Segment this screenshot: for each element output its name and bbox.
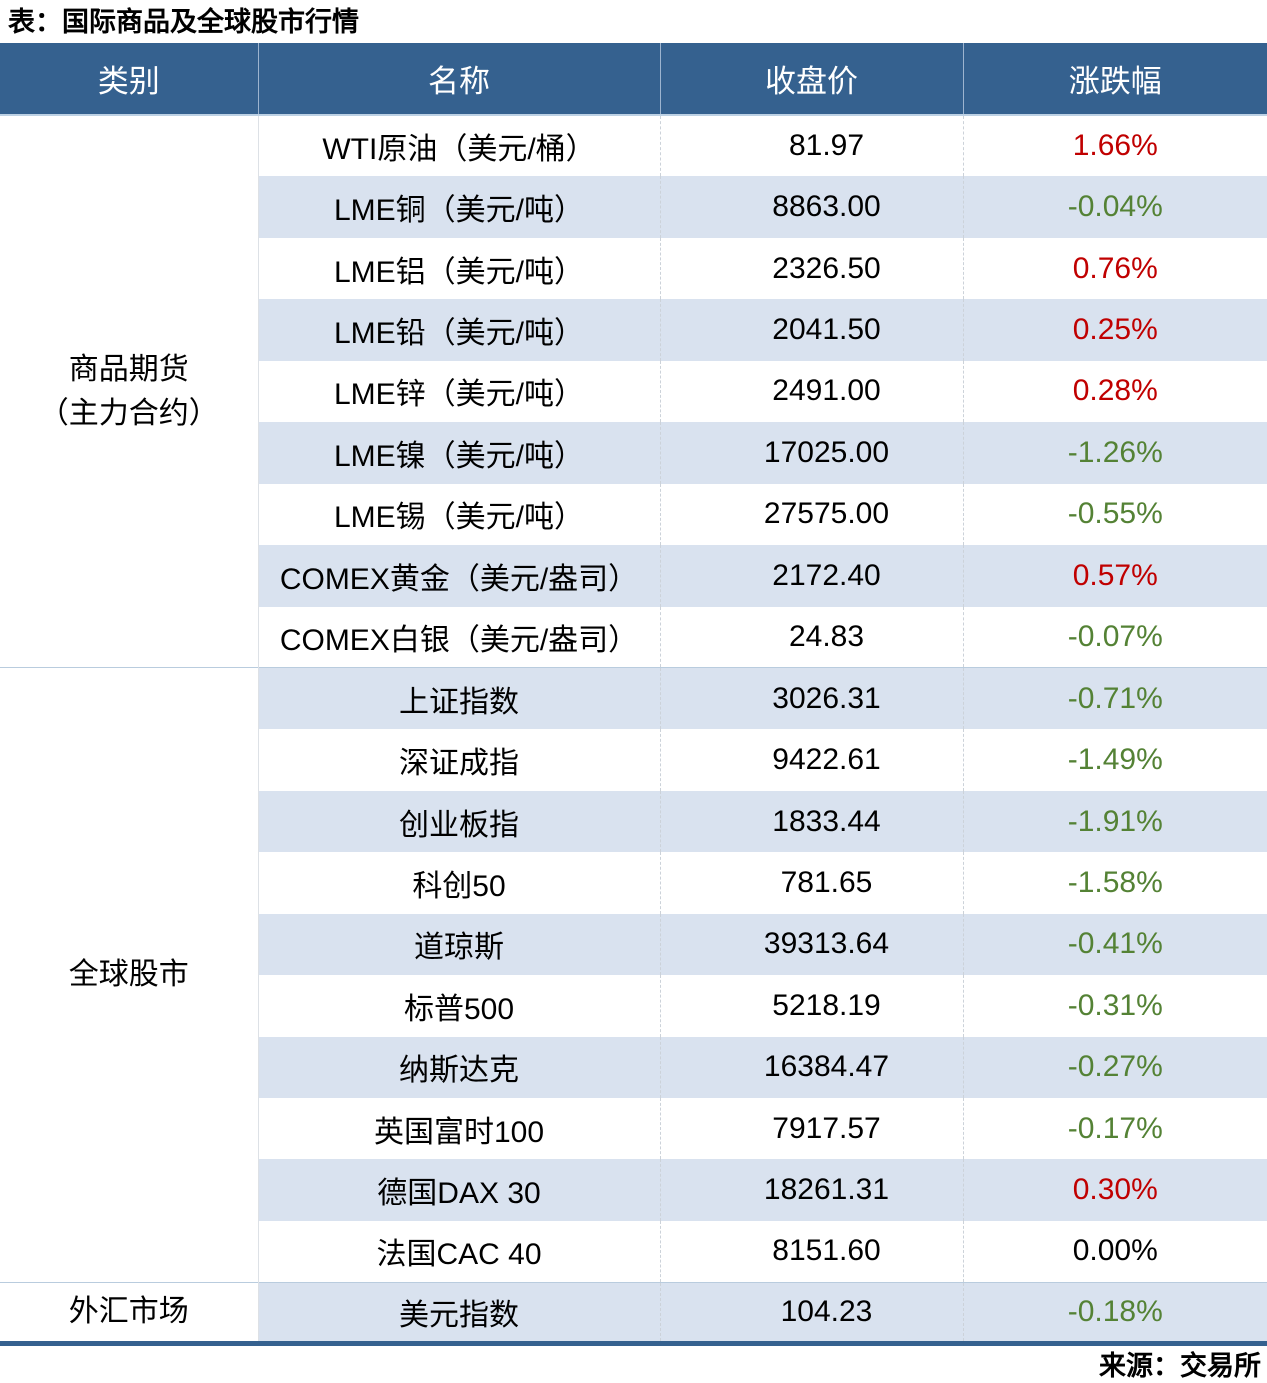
table-row: 德国DAX 30 18261.31 0.30% — [0, 1159, 1267, 1221]
table-row: LME镍（美元/吨） 17025.00 -1.26% — [0, 422, 1267, 484]
market-quotes-table: 类别 名称 收盘价 涨跌幅 商品期货 （主力合约） WTI原油（美元/桶） 81.97… — [0, 43, 1267, 1347]
instrument-name-cell: LME锌（美元/吨） — [258, 360, 661, 423]
close-price-cell: 16384.47 — [660, 1036, 964, 1098]
table-row: 外汇市场 美元指数 104.23 -0.18% — [0, 1281, 1267, 1344]
close-price-cell: 2041.50 — [660, 299, 964, 361]
instrument-name-cell: COMEX白银（美元/盎司） — [258, 606, 661, 668]
instrument-name-cell: LME锡（美元/吨） — [258, 483, 661, 546]
instrument-name-cell: 英国富时100 — [258, 1098, 661, 1160]
change-percent-cell: -0.04% — [963, 176, 1267, 238]
table-row: 科创50 781.65 -1.58% — [0, 852, 1267, 914]
table-row: 纳斯达克 16384.47 -0.27% — [0, 1036, 1267, 1098]
table-row: LME铝（美元/吨） 2326.50 0.76% — [0, 237, 1267, 300]
instrument-name-cell: 上证指数 — [258, 667, 661, 730]
close-price-cell: 8151.60 — [660, 1220, 964, 1283]
instrument-name-cell: 法国CAC 40 — [258, 1220, 661, 1283]
close-price-cell: 27575.00 — [660, 483, 964, 546]
category-line: 全球股市 — [68, 958, 189, 992]
change-percent-cell: -0.27% — [963, 1036, 1267, 1098]
close-price-cell: 9422.61 — [660, 729, 964, 791]
change-percent-cell: -0.41% — [963, 913, 1267, 976]
close-price-cell: 81.97 — [660, 115, 964, 177]
category-cell: 商品期货 （主力合约） — [0, 115, 259, 668]
close-price-cell: 39313.64 — [660, 913, 964, 976]
change-percent-cell: 0.57% — [963, 545, 1267, 607]
table-body: 商品期货 （主力合约） WTI原油（美元/桶） 81.97 1.66% LME铜（美元/吨… — [0, 115, 1267, 1344]
instrument-name-cell: 创业板指 — [258, 790, 661, 853]
instrument-name-cell: LME镍（美元/吨） — [258, 422, 661, 484]
close-price-cell: 3026.31 — [660, 667, 964, 730]
change-percent-cell: 1.66% — [1072, 129, 1158, 163]
table-row: LME铅（美元/吨） 2041.50 0.25% — [0, 299, 1267, 361]
instrument-name-cell: LME铝（美元/吨） — [258, 237, 661, 300]
instrument-name-cell: 纳斯达克 — [258, 1036, 661, 1098]
column-header-close: 收盘价 — [660, 43, 964, 116]
table-row: 深证成指 9422.61 -1.49% — [0, 729, 1267, 791]
close-price-cell: 17025.00 — [660, 422, 964, 484]
table-row: 标普500 5218.19 -0.31% — [0, 975, 1267, 1037]
instrument-name-cell: 深证成指 — [258, 729, 661, 791]
table-row: LME锌（美元/吨） 2491.00 0.28% — [0, 360, 1267, 423]
close-price-cell: 2326.50 — [660, 237, 964, 300]
close-price-cell: 18261.31 — [660, 1159, 964, 1221]
close-price-cell: 2491.00 — [660, 360, 964, 423]
column-header-change: 涨跌幅 — [963, 43, 1267, 116]
change-percent-cell: -1.58% — [1067, 865, 1163, 899]
change-percent-cell: -0.31% — [1067, 988, 1163, 1022]
category-line: （主力合约） — [38, 396, 219, 430]
category-line: 商品期货 — [68, 352, 189, 386]
instrument-name-cell: LME铅（美元/吨） — [258, 299, 661, 361]
table-row: 商品期货 （主力合约） WTI原油（美元/桶） 81.97 1.66% — [0, 115, 1267, 668]
table-title: 表：国际商品及全球股市行情 — [8, 7, 359, 37]
change-percent-cell: -0.07% — [1067, 619, 1163, 653]
change-percent-cell: -0.71% — [963, 667, 1267, 730]
close-price-cell: 24.83 — [660, 606, 964, 668]
instrument-name-cell: 道琼斯 — [258, 913, 661, 976]
change-percent-cell: 0.25% — [963, 299, 1267, 361]
table-row: LME锡（美元/吨） 27575.00 -0.55% — [0, 483, 1267, 546]
change-percent-cell: 0.76% — [1072, 251, 1158, 285]
table-row: 英国富时100 7917.57 -0.17% — [0, 1098, 1267, 1160]
close-price-cell: 1833.44 — [660, 790, 964, 853]
change-percent-cell: -0.18% — [963, 1281, 1267, 1344]
table-header: 类别 名称 收盘价 涨跌幅 — [0, 43, 1267, 116]
column-header-name: 名称 — [258, 43, 661, 116]
category-cell: 外汇市场 — [0, 1281, 259, 1344]
column-header-category: 类别 — [0, 43, 259, 116]
instrument-name-cell: 标普500 — [258, 975, 661, 1037]
close-price-cell: 781.65 — [660, 852, 964, 914]
change-percent-cell: -0.55% — [1067, 497, 1163, 531]
table-row: COMEX白银（美元/盎司） 24.83 -0.07% — [0, 606, 1267, 668]
table-row: 道琼斯 39313.64 -0.41% — [0, 913, 1267, 976]
table-row: COMEX黄金（美元/盎司） 2172.40 0.57% — [0, 545, 1267, 607]
close-price-cell: 7917.57 — [660, 1098, 964, 1160]
close-price-cell: 104.23 — [660, 1281, 964, 1344]
change-percent-cell: -1.49% — [1067, 743, 1163, 777]
instrument-name-cell: 美元指数 — [258, 1281, 661, 1344]
instrument-name-cell: 科创50 — [258, 852, 661, 914]
table-row: 创业板指 1833.44 -1.91% — [0, 790, 1267, 853]
change-percent-cell: 0.28% — [1072, 374, 1158, 408]
table-row: LME铜（美元/吨） 8863.00 -0.04% — [0, 176, 1267, 238]
instrument-name-cell: 德国DAX 30 — [258, 1159, 661, 1221]
change-percent-cell: 0.30% — [963, 1159, 1267, 1221]
close-price-cell: 2172.40 — [660, 545, 964, 607]
category-cell: 全球股市 — [0, 667, 259, 1283]
category-line: 外汇市场 — [68, 1295, 189, 1329]
change-percent-cell: -1.91% — [963, 790, 1267, 853]
close-price-cell: 5218.19 — [660, 975, 964, 1037]
change-percent-cell: -1.26% — [963, 422, 1267, 484]
change-percent-cell: 0.00% — [1072, 1234, 1158, 1268]
instrument-name-cell: WTI原油（美元/桶） — [258, 115, 661, 177]
change-percent-cell: -0.17% — [1067, 1111, 1163, 1145]
table-row: 法国CAC 40 8151.60 0.00% — [0, 1220, 1267, 1283]
table-row: 全球股市 上证指数 3026.31 -0.71% — [0, 667, 1267, 1283]
source-note: 来源：交易所 — [1099, 1351, 1261, 1382]
instrument-name-cell: COMEX黄金（美元/盎司） — [258, 545, 661, 607]
close-price-cell: 8863.00 — [660, 176, 964, 238]
instrument-name-cell: LME铜（美元/吨） — [258, 176, 661, 238]
